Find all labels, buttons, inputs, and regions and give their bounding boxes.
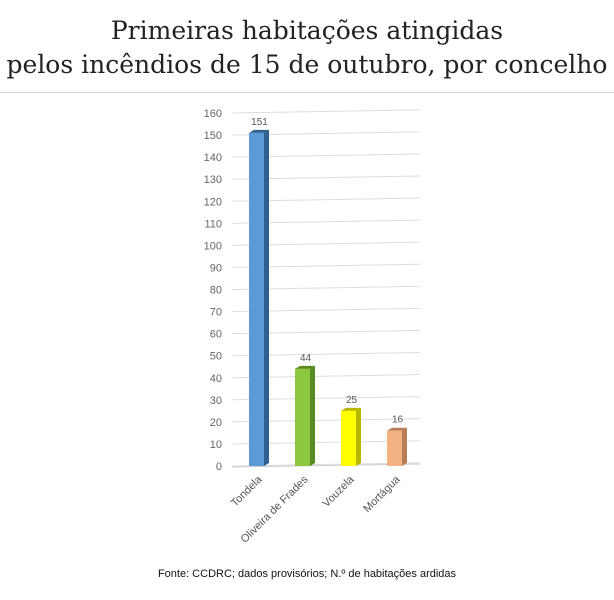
title-line-2: pelos incêndios de 15 de outubro, por co…	[6, 50, 608, 79]
bar	[341, 410, 356, 466]
y-tick-label: 30	[210, 395, 222, 407]
bar-top	[295, 365, 315, 369]
bar-side	[310, 365, 315, 466]
y-tick-label: 80	[210, 285, 222, 297]
y-tick-label: 100	[204, 240, 222, 252]
y-tick-label: 40	[210, 373, 222, 385]
y-tick-label: 140	[204, 152, 222, 164]
title-divider	[0, 92, 614, 93]
bar-top	[341, 407, 361, 411]
y-tick-label: 0	[216, 461, 222, 473]
title-line-1: Primeiras habitações atingidas	[110, 16, 504, 45]
bar-side	[264, 129, 269, 466]
y-tick-label: 130	[204, 174, 222, 186]
data-labels: 151 44 25 16	[251, 117, 403, 426]
bar-side	[402, 427, 407, 466]
bar-top	[249, 129, 269, 133]
grid-line	[231, 109, 421, 114]
y-tick-label: 50	[210, 351, 222, 363]
category-label: Mortágua	[361, 473, 403, 515]
chart-title: Primeiras habitações atingidas pelos inc…	[0, 14, 614, 82]
bar	[249, 132, 264, 466]
category-label: Tondela	[229, 473, 265, 509]
y-tick-label: 20	[210, 417, 222, 429]
y-tick-label: 150	[204, 130, 222, 142]
y-tick-label: 70	[210, 307, 222, 319]
bar	[387, 430, 402, 466]
bar	[295, 368, 310, 466]
data-label: 25	[346, 395, 358, 406]
data-label: 44	[300, 353, 312, 364]
bar-top	[387, 427, 407, 431]
bar-side	[356, 407, 361, 466]
y-tick-label: 60	[210, 329, 222, 341]
y-tick-label: 110	[204, 218, 222, 230]
y-tick-label: 90	[210, 262, 222, 274]
y-axis-ticks: 0 10 20 30 40 50 60 70 80 90 100 110 120 130 140 150 160	[204, 108, 222, 473]
category-label: Vouzela	[320, 473, 357, 510]
y-tick-label: 10	[210, 439, 222, 451]
data-label: 151	[251, 117, 268, 128]
bar-chart: 0102030405060708090100110120130140150160…	[204, 108, 421, 546]
y-tick-label: 120	[204, 196, 222, 208]
bars	[249, 129, 407, 466]
y-tick-label: 160	[204, 108, 222, 120]
data-label: 16	[392, 415, 404, 426]
source-note: Fonte: CCDRC; dados provisórios; N.º de …	[157, 568, 457, 580]
